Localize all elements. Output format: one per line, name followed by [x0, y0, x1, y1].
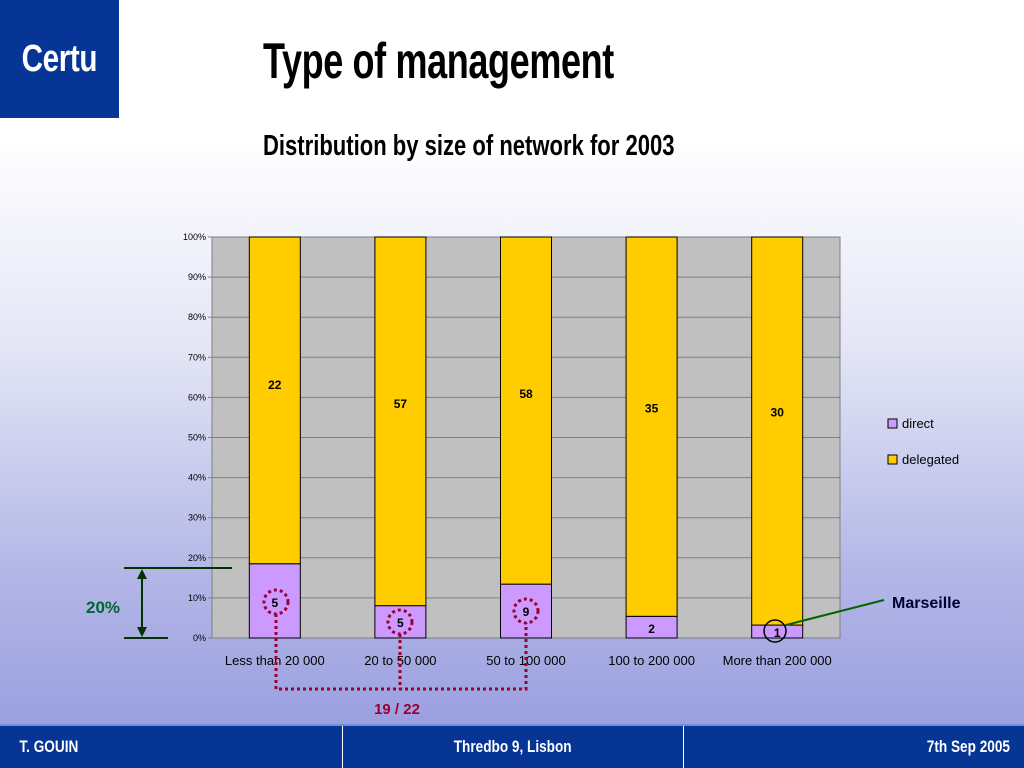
bar-direct [248, 563, 301, 639]
marseille-pointer-line [785, 599, 885, 626]
bar-delegated [500, 236, 552, 585]
data-label-delegated: 58 [519, 387, 533, 401]
x-axis-labels: Less than 20 000 20 to 50 000 50 to 100 00… [225, 653, 832, 668]
y-tick-label: 90% [188, 272, 206, 282]
bar-delegated [374, 236, 427, 607]
y-tick-label: 70% [188, 352, 206, 362]
y-tick-label: 60% [188, 392, 206, 402]
x-category-label: 50 to 100 000 [486, 653, 566, 668]
sum-bracket [262, 588, 540, 691]
legend-swatch-delegated [887, 454, 898, 465]
x-category-label: 100 to 200 000 [608, 653, 695, 668]
footer-divider-1 [342, 726, 343, 768]
y-tick-label: 20% [188, 553, 206, 563]
legend: direct delegated [887, 416, 959, 467]
footer-date: 7th Sep 2005 [926, 737, 1010, 756]
bar-delegated [248, 236, 301, 565]
data-label-delegated: 30 [771, 406, 785, 420]
certu-logo: Certu [0, 0, 119, 118]
legend-label-delegated: delegated [902, 452, 959, 467]
data-labels: 5 22 5 57 9 58 2 35 1 30 [268, 378, 784, 640]
sum-label: 19 / 22 [374, 701, 420, 718]
marseille-label: Marseille [892, 595, 961, 612]
legend-swatch-direct [887, 418, 898, 429]
footer-event: Thredbo 9, Lisbon [454, 737, 572, 756]
data-label-delegated: 35 [645, 402, 659, 416]
logo-text: Certu [21, 37, 98, 80]
marseille-circle [763, 619, 787, 643]
y-tick-label: 40% [188, 473, 206, 483]
y-axis-ticks: 0% 10% 20% 30% 40% 50% 60% 70% 80% 90% 100% [183, 232, 206, 643]
twenty-percent-arrow-down [137, 627, 147, 637]
bar-delegated [751, 236, 804, 626]
data-label-direct: 5 [397, 616, 404, 630]
bar-delegated [625, 236, 678, 617]
legend-label-direct: direct [902, 416, 934, 431]
footer-divider-2 [683, 726, 684, 768]
twenty-percent-label: 20% [86, 598, 120, 617]
data-label-delegated: 22 [268, 378, 282, 392]
bars [248, 236, 804, 639]
twenty-percent-arrow-up [137, 569, 147, 579]
y-tick-label: 10% [188, 593, 206, 603]
footer-bar: T. GOUIN Thredbo 9, Lisbon 7th Sep 2005 [0, 724, 1024, 768]
data-label-direct: 9 [523, 605, 530, 619]
y-tick-label: 0% [193, 633, 206, 643]
marseille-annotation: Marseille [763, 595, 961, 643]
data-label-direct: 1 [774, 626, 781, 640]
slide-title: Type of management [263, 33, 614, 89]
data-label-direct: 2 [648, 622, 655, 636]
y-tick-label: 100% [183, 232, 206, 242]
data-label-delegated: 57 [394, 397, 408, 411]
x-category-label: More than 200 000 [723, 653, 832, 668]
twenty-percent-annotation: 20% [86, 567, 232, 639]
data-label-direct: 5 [271, 596, 278, 610]
slide-subtitle: Distribution by size of network for 2003 [263, 130, 675, 162]
footer-author: T. GOUIN [19, 737, 79, 756]
y-tick-label: 80% [188, 312, 206, 322]
y-tick-label: 50% [188, 433, 206, 443]
x-category-label: Less than 20 000 [225, 653, 325, 668]
y-tick-label: 30% [188, 513, 206, 523]
